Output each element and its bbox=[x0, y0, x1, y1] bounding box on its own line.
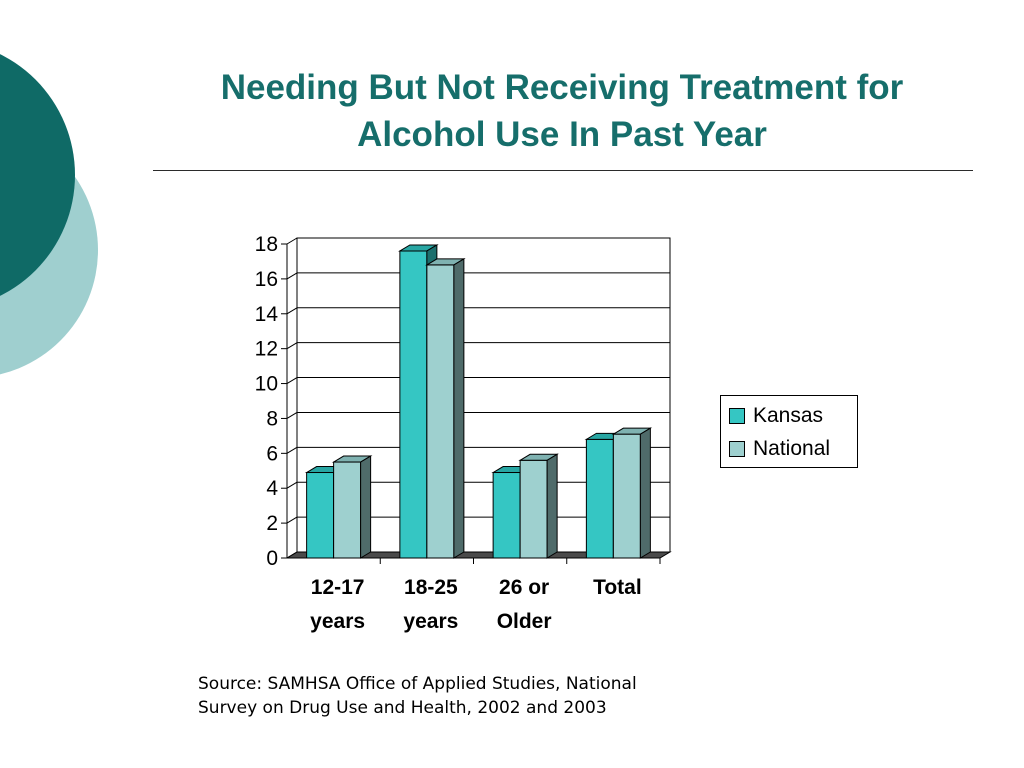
bar-national bbox=[333, 461, 362, 559]
y-tick-label: 12 bbox=[255, 338, 278, 361]
bar-national bbox=[426, 264, 455, 559]
title-line-2: Alcohol Use In Past Year bbox=[357, 115, 767, 154]
y-tick-label: 0 bbox=[266, 547, 278, 570]
x-category-label: Total bbox=[593, 576, 642, 599]
title-divider bbox=[153, 170, 973, 171]
y-tick-label: 2 bbox=[266, 512, 278, 535]
x-category-label: years bbox=[310, 610, 365, 633]
decorative-circles bbox=[0, 54, 98, 375]
y-tick-label: 6 bbox=[266, 442, 278, 465]
gridline-depth bbox=[286, 237, 298, 245]
x-category-label: 18-25 bbox=[404, 576, 458, 599]
y-tick-label: 4 bbox=[266, 477, 278, 500]
bar-side-national bbox=[546, 453, 558, 559]
x-category-label: years bbox=[403, 610, 458, 633]
gridline-depth bbox=[286, 551, 298, 559]
gridline-depth bbox=[286, 272, 298, 280]
chart-legend: Kansas National bbox=[720, 395, 858, 468]
gridline-depth bbox=[286, 446, 298, 454]
gridline-depth bbox=[286, 377, 298, 384]
bar-kansas bbox=[306, 472, 335, 559]
x-category-label: Older bbox=[497, 610, 552, 633]
gridline-depth bbox=[286, 412, 298, 419]
slide-title: Needing But Not Receiving Treatment for … bbox=[150, 64, 974, 158]
gridline-depth bbox=[286, 342, 298, 350]
bar-kansas bbox=[585, 438, 614, 559]
bar-side-national bbox=[360, 455, 372, 559]
y-tick-label: 16 bbox=[255, 268, 278, 291]
legend-swatch-national bbox=[729, 441, 745, 457]
dark-circle bbox=[0, 54, 75, 296]
bar-national bbox=[519, 459, 548, 559]
legend-item-kansas: Kansas bbox=[729, 403, 823, 429]
gridline-depth bbox=[286, 481, 298, 489]
source-line-2: Survey on Drug Use and Health, 2002 and … bbox=[198, 698, 607, 718]
bar-side-national bbox=[639, 427, 651, 559]
bar-kansas bbox=[399, 250, 428, 559]
x-category-label: 26 or bbox=[499, 576, 549, 599]
x-category-label: 12-17 bbox=[311, 576, 365, 599]
legend-label-national: National bbox=[753, 437, 831, 460]
gridline-depth bbox=[286, 516, 298, 524]
bar-national bbox=[612, 433, 641, 559]
source-line-1: Source: SAMHSA Office of Applied Studies… bbox=[198, 674, 637, 694]
bar-side-national bbox=[453, 258, 465, 559]
y-tick-label: 10 bbox=[255, 373, 278, 396]
legend-label-kansas: Kansas bbox=[753, 404, 824, 427]
title-line-1: Needing But Not Receiving Treatment for bbox=[220, 68, 904, 107]
source-note: Source: SAMHSA Office of Applied Studies… bbox=[198, 672, 758, 720]
legend-item-national: National bbox=[729, 436, 830, 462]
y-tick-label: 14 bbox=[255, 303, 279, 326]
bar-kansas bbox=[492, 472, 521, 559]
gridline-depth bbox=[286, 307, 298, 315]
legend-swatch-kansas bbox=[729, 408, 745, 424]
y-tick-label: 18 bbox=[255, 233, 278, 256]
y-tick-label: 8 bbox=[266, 407, 278, 430]
